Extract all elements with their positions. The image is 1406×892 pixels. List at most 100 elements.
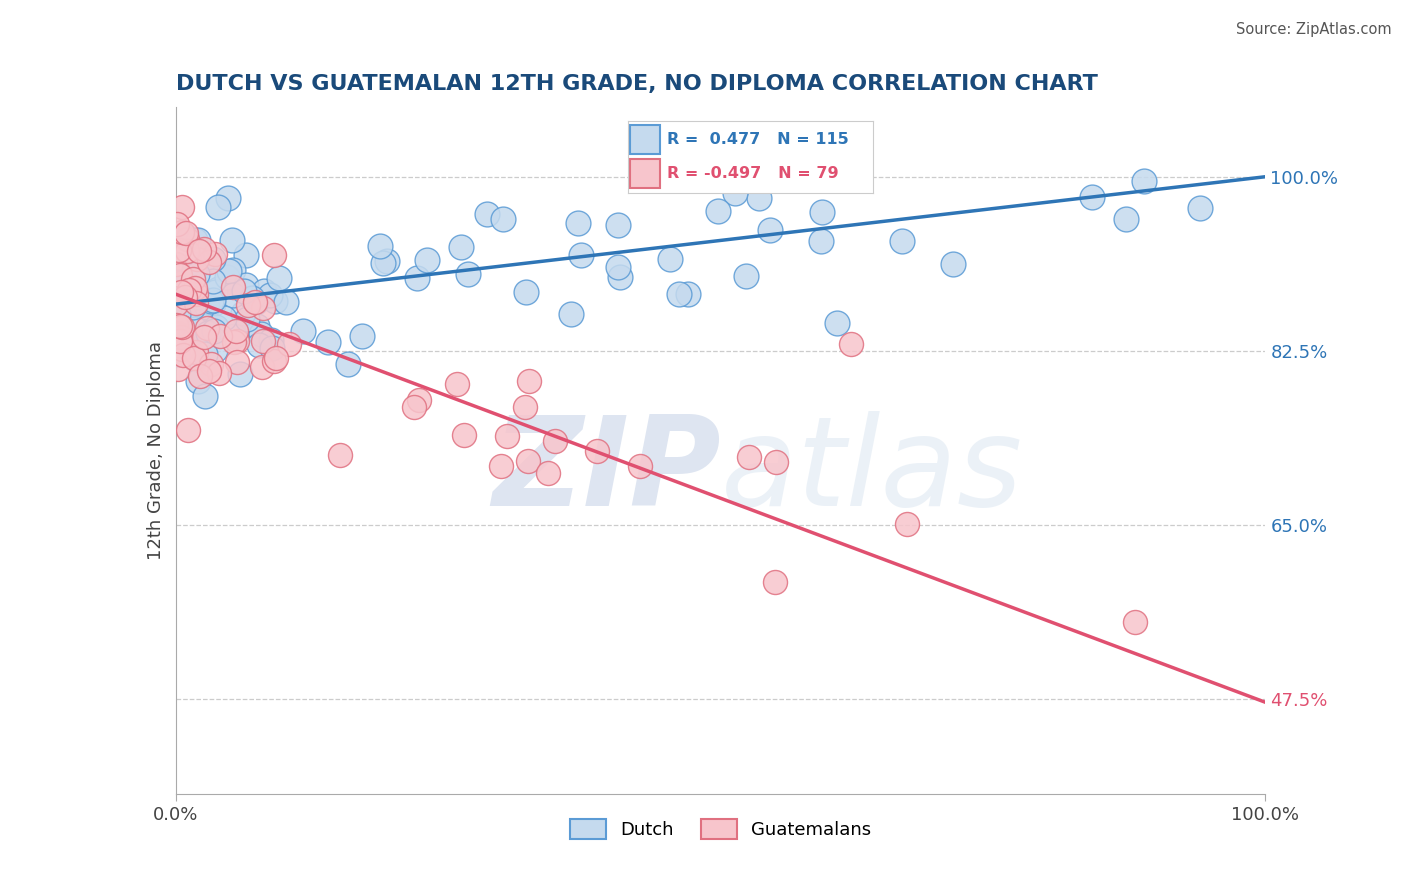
- Point: [194, 389, 217, 403]
- Point: [291, 324, 314, 338]
- Point: [193, 242, 215, 256]
- Point: [328, 448, 350, 462]
- Point: [186, 286, 208, 301]
- Point: [450, 240, 472, 254]
- Point: [278, 337, 301, 351]
- Point: [167, 275, 190, 289]
- Point: [457, 268, 479, 282]
- Point: [491, 459, 513, 474]
- Point: [202, 274, 225, 288]
- Point: [193, 319, 215, 334]
- Point: [942, 257, 965, 271]
- Point: [197, 326, 219, 341]
- FancyBboxPatch shape: [630, 159, 659, 188]
- Point: [763, 575, 786, 590]
- Point: [252, 334, 274, 348]
- Point: [204, 247, 226, 261]
- Point: [475, 207, 498, 221]
- Point: [169, 334, 191, 348]
- Point: [446, 377, 468, 392]
- Point: [166, 296, 188, 310]
- Point: [218, 264, 240, 278]
- Point: [202, 324, 225, 338]
- Point: [187, 233, 209, 247]
- Point: [1081, 190, 1104, 204]
- Point: [336, 357, 359, 371]
- Point: [165, 257, 187, 271]
- Text: Source: ZipAtlas.com: Source: ZipAtlas.com: [1236, 22, 1392, 37]
- Point: [187, 316, 209, 330]
- Point: [190, 320, 212, 334]
- Point: [492, 212, 515, 227]
- Point: [375, 254, 398, 268]
- Point: [607, 218, 630, 232]
- Point: [176, 274, 198, 288]
- Point: [242, 292, 264, 306]
- Point: [181, 272, 204, 286]
- Point: [235, 277, 257, 292]
- Point: [197, 301, 219, 315]
- Point: [166, 299, 188, 313]
- Point: [891, 234, 914, 248]
- Point: [747, 191, 769, 205]
- Point: [170, 342, 193, 356]
- Point: [236, 297, 259, 311]
- Point: [188, 244, 211, 259]
- Point: [186, 267, 208, 281]
- Point: [896, 516, 918, 531]
- Point: [170, 285, 193, 299]
- Legend: Dutch, Guatemalans: Dutch, Guatemalans: [562, 812, 879, 847]
- Point: [233, 284, 256, 298]
- Point: [193, 329, 215, 343]
- Point: [205, 319, 228, 334]
- Point: [184, 352, 207, 367]
- Point: [676, 287, 699, 301]
- Point: [453, 428, 475, 442]
- Point: [1133, 173, 1156, 187]
- Point: [765, 455, 787, 469]
- Point: [202, 297, 225, 311]
- Point: [217, 270, 239, 285]
- Point: [183, 351, 205, 366]
- Point: [224, 329, 246, 343]
- Point: [166, 217, 188, 231]
- Point: [194, 346, 217, 360]
- Point: [668, 286, 690, 301]
- Point: [245, 294, 267, 309]
- Point: [232, 306, 254, 320]
- Point: [200, 357, 222, 371]
- Point: [167, 334, 190, 348]
- Point: [183, 262, 205, 277]
- Point: [190, 315, 212, 329]
- Point: [252, 359, 274, 374]
- Point: [183, 287, 205, 301]
- Point: [177, 283, 200, 297]
- Point: [207, 200, 229, 214]
- Point: [253, 285, 276, 299]
- Point: [166, 303, 188, 318]
- Point: [190, 259, 212, 273]
- Text: atlas: atlas: [721, 410, 1022, 532]
- Point: [172, 227, 194, 242]
- Point: [221, 233, 243, 247]
- Point: [368, 238, 391, 252]
- Point: [186, 345, 208, 359]
- Point: [225, 355, 247, 369]
- Point: [184, 296, 207, 310]
- Point: [236, 311, 259, 326]
- Point: [169, 318, 191, 333]
- Point: [544, 434, 567, 448]
- Point: [172, 320, 194, 334]
- Point: [212, 311, 235, 326]
- Point: [170, 225, 193, 239]
- Point: [184, 322, 207, 336]
- Point: [166, 347, 188, 361]
- Point: [165, 326, 187, 341]
- Point: [373, 256, 395, 270]
- Point: [569, 248, 592, 262]
- Point: [169, 268, 191, 282]
- Point: [567, 216, 589, 230]
- Point: [1115, 211, 1137, 226]
- Point: [226, 334, 249, 349]
- Point: [180, 318, 202, 332]
